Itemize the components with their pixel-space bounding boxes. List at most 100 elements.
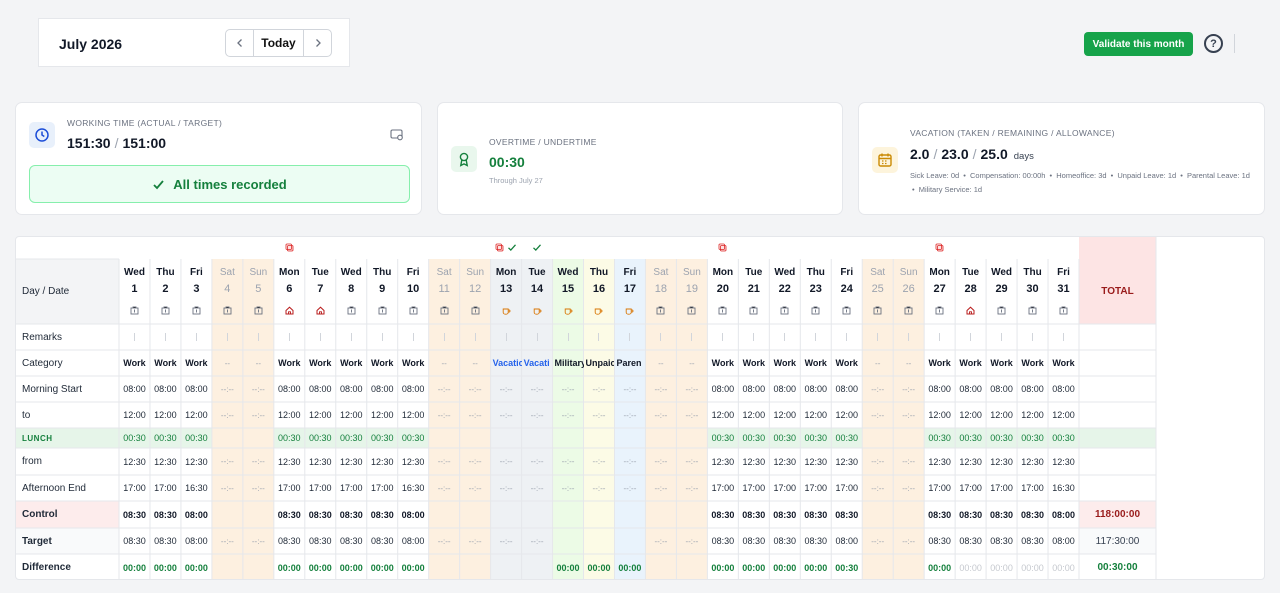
remarks-input[interactable]	[522, 324, 553, 350]
cell-control[interactable]: 08:30	[308, 509, 332, 520]
cell-lunch[interactable]: 00:30	[401, 433, 425, 443]
cell-control[interactable]: 08:30	[928, 509, 952, 520]
remarks-input[interactable]	[305, 324, 336, 350]
cell-from[interactable]: --:--	[530, 457, 544, 466]
cell-ae[interactable]: 17:00	[959, 483, 982, 493]
cell-to[interactable]: 12:00	[401, 410, 425, 420]
cell-cat[interactable]: Work	[278, 358, 301, 368]
cell-diff[interactable]: 00:00	[773, 562, 797, 573]
cell-to[interactable]: --:--	[902, 410, 916, 420]
cell-ms[interactable]: 08:00	[278, 384, 301, 394]
cell-diff[interactable]: 00:00	[928, 562, 952, 573]
cell-cat[interactable]: Work	[371, 358, 394, 368]
cell-ae[interactable]: 17:00	[309, 483, 332, 493]
cell-ae[interactable]: 17:00	[711, 483, 735, 493]
cell-cat[interactable]: Military	[554, 358, 584, 368]
cell-control[interactable]: 08:00	[1051, 509, 1076, 520]
cell-target[interactable]: 08:30	[804, 536, 828, 546]
cell-target[interactable]: --:--	[902, 536, 916, 546]
cell-target[interactable]: --:--	[654, 536, 668, 546]
office-icon[interactable]	[1017, 299, 1048, 321]
cell-from[interactable]: --:--	[871, 457, 885, 466]
coffee-icon[interactable]	[553, 299, 584, 321]
cell-from[interactable]: 12:30	[278, 456, 301, 467]
cell-to[interactable]: 12:00	[339, 410, 363, 420]
cell-diff[interactable]: 00:00	[587, 562, 611, 573]
cell-diff[interactable]: 00:00	[990, 562, 1013, 573]
cell-ms[interactable]: 08:00	[154, 384, 177, 394]
cell-target[interactable]: --:--	[499, 536, 513, 546]
cell-from[interactable]: 12:30	[711, 456, 735, 467]
cell-diff[interactable]: 00:00	[308, 562, 332, 573]
cell-cat[interactable]: Vacatic	[492, 358, 522, 368]
remarks-input[interactable]	[243, 324, 274, 350]
cell-ae[interactable]: --:--	[871, 483, 885, 493]
today-button[interactable]: Today	[253, 30, 304, 56]
office-icon[interactable]	[243, 299, 274, 321]
cell-ae[interactable]: 17:00	[990, 483, 1013, 493]
cell-cat[interactable]: --	[224, 358, 231, 368]
home-icon[interactable]	[274, 299, 305, 321]
cell-ms[interactable]: --:--	[561, 384, 575, 394]
copy-icon[interactable]	[285, 243, 294, 254]
cell-from[interactable]: --:--	[685, 457, 699, 466]
cell-lunch[interactable]: 00:30	[370, 433, 394, 443]
cell-ae[interactable]: --:--	[220, 483, 234, 493]
cell-from[interactable]: 12:30	[804, 456, 828, 467]
cell-cat[interactable]: Work	[185, 358, 208, 368]
cell-to[interactable]: 12:00	[835, 410, 858, 420]
cell-cat[interactable]: Work	[123, 358, 146, 368]
remarks-input[interactable]	[336, 324, 367, 350]
office-icon[interactable]	[429, 299, 460, 321]
copy-icon[interactable]	[935, 243, 944, 254]
cell-control[interactable]: 08:30	[711, 509, 735, 520]
remarks-input[interactable]	[212, 324, 243, 350]
office-icon[interactable]	[707, 299, 738, 321]
cell-lunch[interactable]: 00:30	[339, 433, 363, 443]
cell-target[interactable]: --:--	[468, 536, 482, 546]
cell-to[interactable]: 12:00	[711, 410, 735, 420]
cell-to[interactable]: --:--	[499, 410, 513, 420]
office-icon[interactable]	[1048, 299, 1079, 321]
cell-lunch[interactable]: 00:30	[711, 433, 735, 443]
cell-cat[interactable]: Work	[402, 358, 425, 368]
cell-ae[interactable]: 17:00	[928, 483, 951, 493]
cell-from[interactable]: --:--	[561, 457, 575, 466]
cell-from[interactable]: --:--	[251, 457, 265, 466]
cell-from[interactable]: --:--	[220, 457, 234, 466]
cell-cat[interactable]: Paren	[616, 358, 642, 368]
cell-target[interactable]: 08:30	[339, 536, 363, 546]
office-icon[interactable]	[800, 299, 831, 321]
cell-cat[interactable]: --	[472, 358, 478, 368]
cell-control[interactable]: 08:30	[153, 509, 177, 520]
cell-ms[interactable]: --:--	[654, 384, 668, 394]
cell-to[interactable]: 12:00	[773, 410, 797, 420]
remarks-input[interactable]	[553, 324, 584, 350]
cell-diff[interactable]: 00:00	[277, 562, 301, 573]
cell-ms[interactable]: 08:00	[339, 384, 363, 394]
cell-diff[interactable]: 00:00	[1021, 562, 1044, 573]
remarks-input[interactable]	[707, 324, 738, 350]
cell-ae[interactable]: 17:00	[773, 483, 797, 493]
cell-control[interactable]: 08:30	[804, 509, 828, 520]
remarks-input[interactable]	[584, 324, 615, 350]
cell-from[interactable]: --:--	[592, 457, 606, 466]
cell-lunch[interactable]: 00:30	[1052, 433, 1075, 443]
remarks-input[interactable]	[119, 324, 150, 350]
cell-control[interactable]: 08:30	[742, 509, 766, 520]
cell-cat[interactable]: Unpaic	[585, 358, 615, 368]
cell-ms[interactable]: --:--	[592, 384, 606, 394]
remarks-input[interactable]	[800, 324, 831, 350]
cell-diff[interactable]: 00:00	[804, 562, 828, 573]
cell-target[interactable]: --:--	[220, 536, 234, 546]
cell-lunch[interactable]: 00:30	[185, 433, 208, 443]
cell-from[interactable]: --:--	[623, 457, 637, 466]
cell-to[interactable]: --:--	[871, 410, 885, 420]
office-icon[interactable]	[645, 299, 676, 321]
cell-from[interactable]: 12:30	[959, 456, 982, 467]
cell-control[interactable]: 08:30	[990, 509, 1014, 520]
cell-control[interactable]: 08:30	[959, 509, 983, 520]
cell-ae[interactable]: --:--	[654, 483, 668, 493]
office-icon[interactable]	[398, 299, 429, 321]
cell-to[interactable]: --:--	[654, 410, 668, 420]
